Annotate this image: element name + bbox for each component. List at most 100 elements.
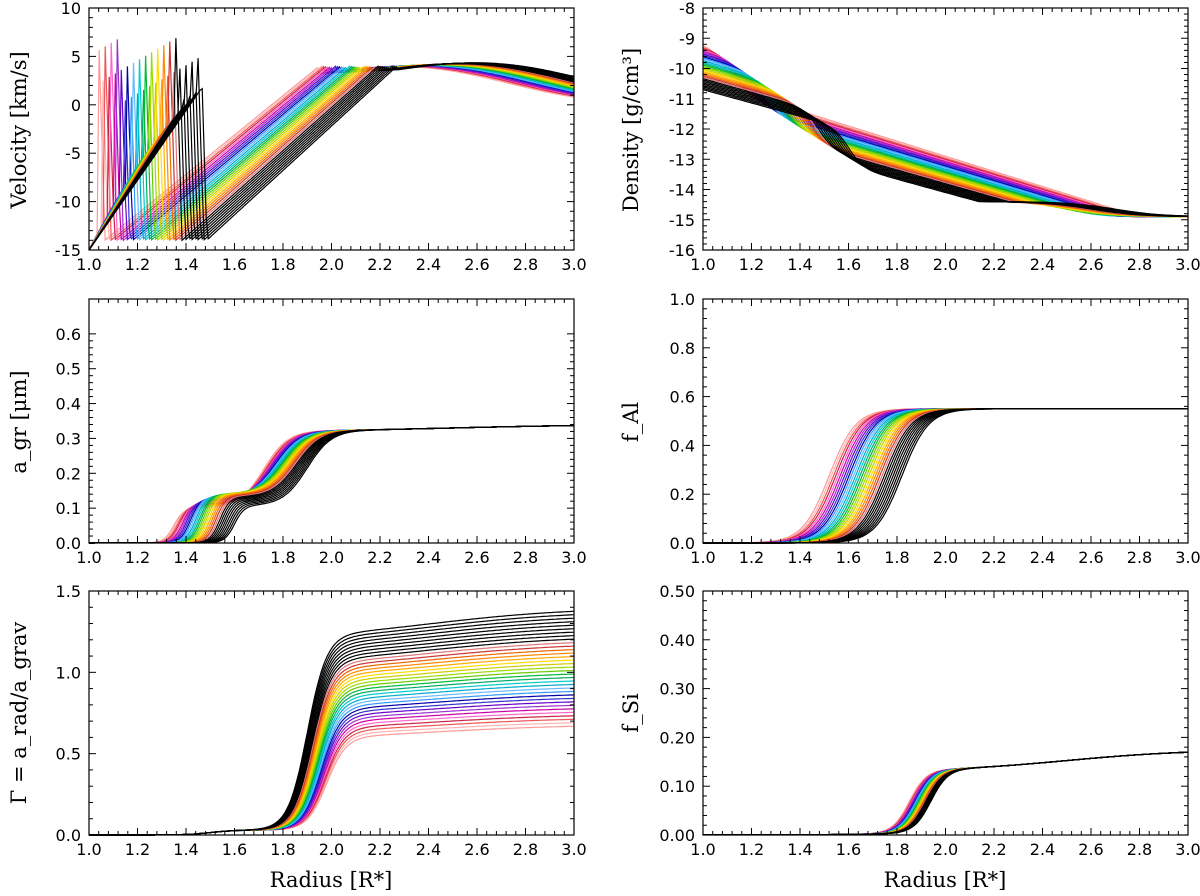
velocity-series-line — [88, 62, 575, 251]
x-tick-label: 2.4 — [416, 840, 441, 859]
x-tick-label: 1.2 — [125, 255, 150, 274]
fal-series-line — [703, 408, 1188, 544]
density-ticks: 1.0 1.2 1.4 1.6 1.8 2.0 2.2 2.4 2.6 2.8 3.0 -16 -15 -… — [669, 0, 1200, 274]
agr-series-line — [89, 425, 574, 544]
panel-density: 1.0 1.2 1.4 1.6 1.8 2.0 2.2 2.4 2.6 2.8 3.0 -16 -15 -… — [619, 0, 1200, 274]
agr-ylabel: a_gr [μm] — [7, 370, 31, 473]
density-series-line — [702, 76, 1188, 218]
agr-series-line — [89, 425, 574, 544]
x-tick-label: 1.0 — [690, 548, 715, 567]
fal-series-line — [703, 408, 1188, 544]
x-tick-label: 1.2 — [739, 840, 764, 859]
fal-series-line — [703, 408, 1188, 544]
x-tick-label: 2.4 — [416, 255, 441, 274]
gamma-series — [89, 610, 575, 836]
velocity-ylabel: Velocity [km/s] — [7, 51, 31, 209]
fsi-series-line — [703, 751, 1189, 836]
panel-fsi: 1.0 1.2 1.4 1.6 1.8 2.0 2.2 2.4 2.6 2.8 3.0 0.00 0.1… — [619, 582, 1200, 892]
y-tick-label: 10 — [61, 0, 81, 18]
x-tick-label: 2.2 — [981, 840, 1006, 859]
fal-series-line — [703, 408, 1188, 544]
agr-series-line — [89, 425, 574, 544]
fsi-series-line — [703, 751, 1189, 836]
fsi-series-line — [703, 751, 1189, 836]
gamma-series-line — [89, 711, 575, 836]
y-tick-label: -12 — [669, 120, 695, 139]
fal-series-line — [703, 408, 1188, 544]
fal-series-line — [703, 408, 1188, 544]
fsi-series-line — [703, 751, 1189, 836]
y-tick-label: -5 — [65, 144, 81, 163]
x-tick-label: 1.8 — [270, 548, 295, 567]
x-tick-label: 2.0 — [319, 255, 344, 274]
fsi-series-line — [703, 751, 1189, 836]
density-series-line — [702, 65, 1188, 218]
agr-series — [89, 425, 574, 544]
fsi-series-line — [703, 751, 1189, 836]
density-ylabel: Density [g/cm³] — [619, 48, 643, 212]
fsi-series-line — [703, 751, 1189, 836]
fsi-series-line — [703, 751, 1189, 836]
agr-series-line — [89, 425, 574, 544]
y-tick-label: -15 — [55, 241, 81, 260]
agr-series-line — [89, 425, 574, 544]
x-tick-label: 1.4 — [787, 840, 812, 859]
x-tick-label: 2.0 — [933, 840, 958, 859]
x-tick-label: 2.0 — [319, 840, 344, 859]
x-tick-label: 1.8 — [884, 840, 909, 859]
x-tick-label: 1.0 — [690, 255, 715, 274]
y-tick-label: -10 — [55, 193, 81, 212]
fal-series-line — [703, 408, 1188, 544]
fal-ticks: 1.0 1.2 1.4 1.6 1.8 2.0 2.2 2.4 2.6 2.8 3.0 0.0 0.2 0… — [670, 290, 1200, 567]
fsi-series-line — [703, 751, 1189, 836]
agr-series-line — [89, 425, 574, 544]
panel-gamma: 1.0 1.2 1.4 1.6 1.8 2.0 2.2 2.4 2.6 2.8 3.0 0.0 0.5 1… — [7, 582, 587, 892]
density-series-line — [702, 83, 1189, 217]
fsi-xlabel: Radius [R*] — [884, 868, 1007, 892]
x-tick-label: 2.6 — [464, 840, 489, 859]
fsi-series-line — [703, 751, 1189, 836]
y-tick-label: 0.40 — [659, 631, 695, 650]
x-tick-label: 1.6 — [836, 548, 861, 567]
y-tick-label: -14 — [669, 181, 695, 200]
fal-series-line — [703, 408, 1188, 544]
fsi-series-line — [703, 751, 1189, 836]
agr-series-line — [89, 425, 574, 544]
x-tick-label: 1.4 — [173, 255, 198, 274]
x-tick-label: 1.8 — [884, 548, 909, 567]
x-tick-label: 2.8 — [513, 255, 538, 274]
fsi-series-line — [703, 751, 1189, 836]
agr-series-line — [89, 425, 574, 544]
fal-series-line — [703, 408, 1188, 544]
x-tick-label: 1.0 — [76, 548, 101, 567]
x-tick-label: 2.6 — [1078, 840, 1103, 859]
y-tick-label: 0.30 — [659, 680, 695, 699]
agr-series-line — [89, 425, 574, 544]
fal-series-line — [703, 408, 1188, 544]
x-tick-label: 1.6 — [836, 840, 861, 859]
fal-series-line — [703, 408, 1188, 544]
y-tick-label: -15 — [669, 211, 695, 230]
x-tick-label: 3.0 — [561, 255, 586, 274]
agr-series-line — [89, 425, 574, 544]
agr-series-line — [89, 425, 574, 544]
velocity-series-line — [88, 65, 575, 251]
density-series-line — [702, 64, 1188, 218]
y-tick-label: 1.5 — [56, 582, 81, 601]
x-tick-label: 2.2 — [367, 255, 392, 274]
x-tick-label: 3.0 — [1175, 548, 1200, 567]
fal-series-line — [703, 408, 1188, 544]
agr-series-line — [89, 425, 574, 544]
agr-series-line — [89, 425, 574, 544]
x-tick-label: 2.8 — [513, 840, 538, 859]
density-series-line — [702, 82, 1188, 217]
fal-series-line — [703, 408, 1188, 544]
x-tick-label: 2.2 — [981, 548, 1006, 567]
density-series-line — [702, 75, 1188, 218]
fsi-series-line — [703, 751, 1189, 836]
fsi-series-line — [703, 751, 1189, 836]
fal-series-line — [703, 408, 1188, 544]
x-tick-label: 2.0 — [933, 255, 958, 274]
fal-series-line — [703, 408, 1188, 544]
agr-series-line — [89, 425, 574, 544]
